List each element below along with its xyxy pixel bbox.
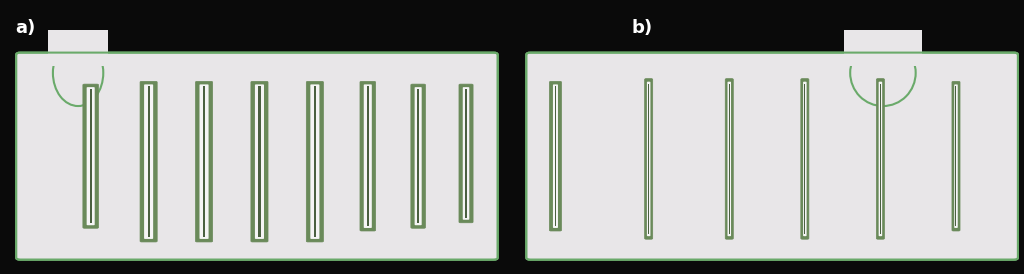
Text: a): a) bbox=[15, 19, 36, 37]
Ellipse shape bbox=[53, 40, 103, 106]
FancyBboxPatch shape bbox=[16, 53, 498, 260]
FancyBboxPatch shape bbox=[801, 79, 809, 239]
FancyBboxPatch shape bbox=[553, 84, 558, 228]
FancyBboxPatch shape bbox=[645, 79, 652, 239]
FancyBboxPatch shape bbox=[459, 84, 473, 223]
Bar bbox=[203, 86, 205, 237]
Bar bbox=[465, 89, 467, 218]
FancyBboxPatch shape bbox=[251, 81, 268, 242]
Bar bbox=[147, 86, 150, 237]
Text: b): b) bbox=[631, 19, 652, 37]
FancyBboxPatch shape bbox=[83, 84, 98, 228]
FancyBboxPatch shape bbox=[415, 87, 422, 225]
FancyBboxPatch shape bbox=[140, 81, 158, 242]
FancyBboxPatch shape bbox=[727, 82, 731, 236]
FancyBboxPatch shape bbox=[144, 84, 154, 239]
FancyBboxPatch shape bbox=[877, 79, 885, 239]
Bar bbox=[418, 89, 419, 223]
FancyBboxPatch shape bbox=[364, 84, 372, 228]
FancyBboxPatch shape bbox=[200, 84, 209, 239]
FancyBboxPatch shape bbox=[310, 84, 319, 239]
FancyBboxPatch shape bbox=[196, 81, 213, 242]
Bar bbox=[313, 86, 316, 237]
FancyBboxPatch shape bbox=[87, 87, 94, 225]
FancyBboxPatch shape bbox=[954, 84, 957, 228]
FancyBboxPatch shape bbox=[725, 79, 733, 239]
FancyBboxPatch shape bbox=[952, 81, 961, 231]
Bar bbox=[90, 89, 91, 223]
FancyBboxPatch shape bbox=[647, 82, 650, 236]
FancyBboxPatch shape bbox=[803, 82, 807, 236]
Bar bbox=[844, 30, 923, 66]
FancyBboxPatch shape bbox=[550, 81, 561, 231]
FancyBboxPatch shape bbox=[526, 53, 1018, 260]
Bar bbox=[48, 30, 109, 66]
Bar bbox=[258, 86, 260, 237]
FancyBboxPatch shape bbox=[411, 84, 425, 228]
FancyBboxPatch shape bbox=[255, 84, 264, 239]
FancyBboxPatch shape bbox=[463, 87, 469, 220]
FancyBboxPatch shape bbox=[306, 81, 324, 242]
Ellipse shape bbox=[850, 40, 915, 106]
Bar bbox=[367, 86, 369, 226]
FancyBboxPatch shape bbox=[879, 82, 883, 236]
FancyBboxPatch shape bbox=[360, 81, 376, 231]
